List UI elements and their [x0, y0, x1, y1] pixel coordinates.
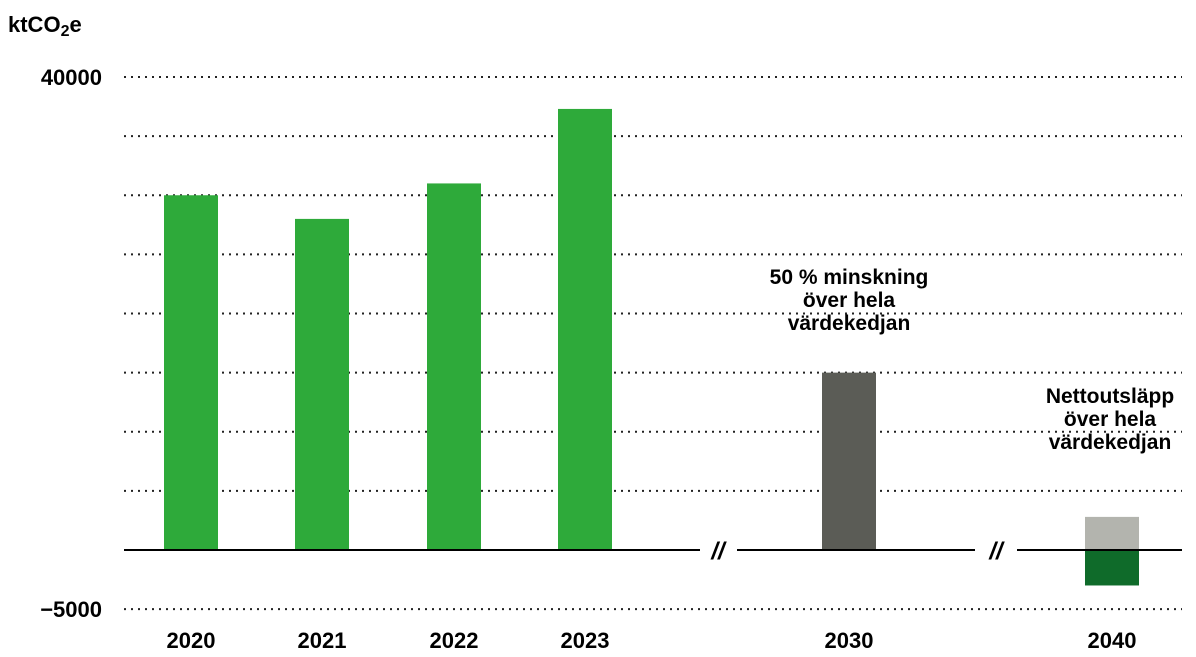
x-tick-label-2030: 2030 — [825, 628, 874, 653]
x-tick-label-2040: 2040 — [1088, 628, 1137, 653]
x-tick-label-2021: 2021 — [298, 628, 347, 653]
bar-2022 — [427, 183, 481, 551]
y-tick-label-top: 40000 — [41, 65, 102, 90]
axis-breaks: // // — [710, 538, 1005, 565]
x-tick-label-2022: 2022 — [430, 628, 479, 653]
bar-2023 — [558, 108, 612, 551]
annotations: 50 % minskning över hela värdekedjanNettou… — [770, 266, 1175, 454]
annotation-2040: Nettoutsläpp över hela värdekedjan — [1046, 385, 1174, 454]
bars — [164, 108, 1139, 586]
annotation-line: över hela — [803, 289, 896, 312]
x-tick-label-2023: 2023 — [561, 628, 610, 653]
annotation-line: värdekedjan — [788, 312, 911, 335]
annotation-line: över hela — [1064, 408, 1157, 431]
bar-2040-negative — [1085, 550, 1139, 586]
axis-break-mark: // — [710, 538, 727, 565]
annotation-line: 50 % minskning — [770, 266, 929, 289]
x-tick-label-2020: 2020 — [167, 628, 216, 653]
bar-2020 — [164, 195, 218, 550]
annotation-2030: 50 % minskning över hela värdekedjan — [770, 266, 929, 335]
annotation-line: värdekedjan — [1049, 431, 1172, 454]
axis-break-mark: // — [988, 538, 1005, 565]
y-axis-unit-label: ktCO2e — [8, 12, 82, 40]
bar-2030 — [822, 372, 876, 550]
bar-2040 — [1085, 516, 1139, 550]
x-tick-labels: 2020 2021 2022 2023 2030 2040 — [167, 628, 1137, 653]
bar-2021 — [295, 218, 349, 550]
y-tick-label-bottom: −5000 — [40, 597, 102, 622]
annotation-line: Nettoutsläpp — [1046, 385, 1174, 408]
gridlines — [124, 76, 1182, 611]
